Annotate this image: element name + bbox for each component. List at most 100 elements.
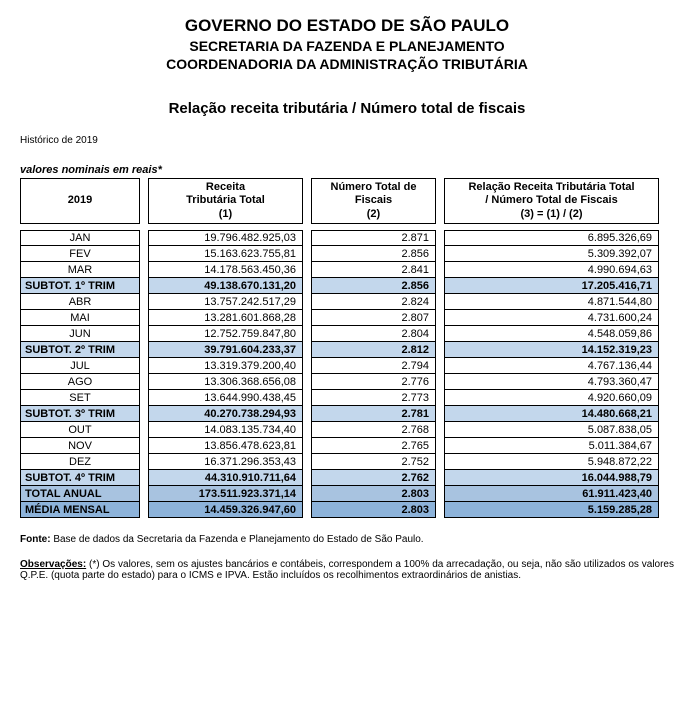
- value-cell: 17.205.416,71: [444, 278, 659, 294]
- table-row: 2.794: [311, 358, 436, 374]
- value-cell: 16.371.296.353,43: [148, 454, 303, 470]
- value-cell: 4.548.059,86: [444, 326, 659, 342]
- table-row: 15.163.623.755,81: [148, 246, 303, 262]
- value-cell: 13.856.478.623,81: [148, 438, 303, 454]
- table-row: 16.044.988,79: [444, 470, 659, 486]
- table-row: SUBTOT. 1º TRIM: [20, 278, 140, 294]
- value-cell: 5.309.392,07: [444, 246, 659, 262]
- table-row: 17.205.416,71: [444, 278, 659, 294]
- table-row: 2.841: [311, 262, 436, 278]
- table-row: 5.087.838,05: [444, 422, 659, 438]
- hdr-relacao: Relação Receita Tributária Total / Númer…: [444, 178, 659, 224]
- value-cell: 2.776: [311, 374, 436, 390]
- table-row: 2.807: [311, 310, 436, 326]
- table-row: 2.768: [311, 422, 436, 438]
- value-cell: 2.781: [311, 406, 436, 422]
- value-cell: 14.152.319,23: [444, 342, 659, 358]
- obs-text: (*) Os valores, sem os ajustes bancários…: [20, 559, 674, 581]
- value-cell: 13.644.990.438,45: [148, 390, 303, 406]
- table-row: 2.752: [311, 454, 436, 470]
- value-cell: 44.310.910.711,64: [148, 470, 303, 486]
- table-row: 2.765: [311, 438, 436, 454]
- value-cell: 39.791.604.233,37: [148, 342, 303, 358]
- col-relacao: Relação Receita Tributária Total / Númer…: [444, 178, 659, 518]
- table-row: 44.310.910.711,64: [148, 470, 303, 486]
- table-row: JUN: [20, 326, 140, 342]
- table-row: SUBTOT. 2º TRIM: [20, 342, 140, 358]
- table-row: 40.270.738.294,93: [148, 406, 303, 422]
- table-row: 2.856: [311, 278, 436, 294]
- value-cell: 2.807: [311, 310, 436, 326]
- value-cell: 14.480.668,21: [444, 406, 659, 422]
- table-row: 2.762: [311, 470, 436, 486]
- table-row: 13.319.379.200,40: [148, 358, 303, 374]
- value-cell: 6.895.326,69: [444, 230, 659, 246]
- period-cell: MAR: [20, 262, 140, 278]
- table-row: 4.731.600,24: [444, 310, 659, 326]
- period-cell: JAN: [20, 230, 140, 246]
- table-row: 14.480.668,21: [444, 406, 659, 422]
- table-row: 2.776: [311, 374, 436, 390]
- value-cell: 5.948.872,22: [444, 454, 659, 470]
- period-cell: SUBTOT. 3º TRIM: [20, 406, 140, 422]
- table-row: 2.824: [311, 294, 436, 310]
- period-cell: JUN: [20, 326, 140, 342]
- table-row: 4.793.360,47: [444, 374, 659, 390]
- period-cell: SUBTOT. 2º TRIM: [20, 342, 140, 358]
- table-row: 14.083.135.734,40: [148, 422, 303, 438]
- value-cell: 61.911.423,40: [444, 486, 659, 502]
- table-row: 14.459.326.947,60: [148, 502, 303, 518]
- period-cell: ABR: [20, 294, 140, 310]
- table-row: 14.152.319,23: [444, 342, 659, 358]
- table-row: OUT: [20, 422, 140, 438]
- gov-title: GOVERNO DO ESTADO DE SÃO PAULO: [20, 16, 674, 36]
- value-cell: 2.856: [311, 246, 436, 262]
- table-row: 6.895.326,69: [444, 230, 659, 246]
- value-cell: 15.163.623.755,81: [148, 246, 303, 262]
- value-cell: 2.794: [311, 358, 436, 374]
- table-row: 16.371.296.353,43: [148, 454, 303, 470]
- table-row: SET: [20, 390, 140, 406]
- table-row: 2.804: [311, 326, 436, 342]
- period-cell: JUL: [20, 358, 140, 374]
- table-row: SUBTOT. 4º TRIM: [20, 470, 140, 486]
- secretaria-title: SECRETARIA DA FAZENDA E PLANEJAMENTO: [20, 38, 674, 54]
- obs-label: Observações:: [20, 559, 86, 570]
- value-cell: 16.044.988,79: [444, 470, 659, 486]
- value-cell: 2.812: [311, 342, 436, 358]
- table-row: 2.781: [311, 406, 436, 422]
- table-row: 2.812: [311, 342, 436, 358]
- value-cell: 5.087.838,05: [444, 422, 659, 438]
- table-row: 5.011.384,67: [444, 438, 659, 454]
- table-row: FEV: [20, 246, 140, 262]
- value-cell: 2.803: [311, 502, 436, 518]
- report-title: Relação receita tributária / Número tota…: [20, 100, 674, 117]
- period-cell: DEZ: [20, 454, 140, 470]
- value-cell: 13.757.242.517,29: [148, 294, 303, 310]
- value-cell: 13.319.379.200,40: [148, 358, 303, 374]
- value-cell: 2.856: [311, 278, 436, 294]
- table-row: 4.990.694,63: [444, 262, 659, 278]
- table-row: 4.920.660,09: [444, 390, 659, 406]
- period-cell: TOTAL ANUAL: [20, 486, 140, 502]
- table-row: 61.911.423,40: [444, 486, 659, 502]
- table-row: SUBTOT. 3º TRIM: [20, 406, 140, 422]
- table-row: ABR: [20, 294, 140, 310]
- table-row: 4.548.059,86: [444, 326, 659, 342]
- period-cell: AGO: [20, 374, 140, 390]
- table-row: 49.138.670.131,20: [148, 278, 303, 294]
- value-cell: 2.768: [311, 422, 436, 438]
- value-cell: 2.773: [311, 390, 436, 406]
- historico-label: Histórico de 2019: [20, 135, 674, 146]
- value-cell: 5.011.384,67: [444, 438, 659, 454]
- value-cell: 14.459.326.947,60: [148, 502, 303, 518]
- coordenadoria-title: COORDENADORIA DA ADMINISTRAÇÃO TRIBUTÁRI…: [20, 56, 674, 72]
- value-cell: 49.138.670.131,20: [148, 278, 303, 294]
- value-cell: 2.803: [311, 486, 436, 502]
- table-row: 2.856: [311, 246, 436, 262]
- table-row: 14.178.563.450,36: [148, 262, 303, 278]
- value-cell: 5.159.285,28: [444, 502, 659, 518]
- period-cell: SUBTOT. 1º TRIM: [20, 278, 140, 294]
- table-row: 13.856.478.623,81: [148, 438, 303, 454]
- table-row: 4.767.136,44: [444, 358, 659, 374]
